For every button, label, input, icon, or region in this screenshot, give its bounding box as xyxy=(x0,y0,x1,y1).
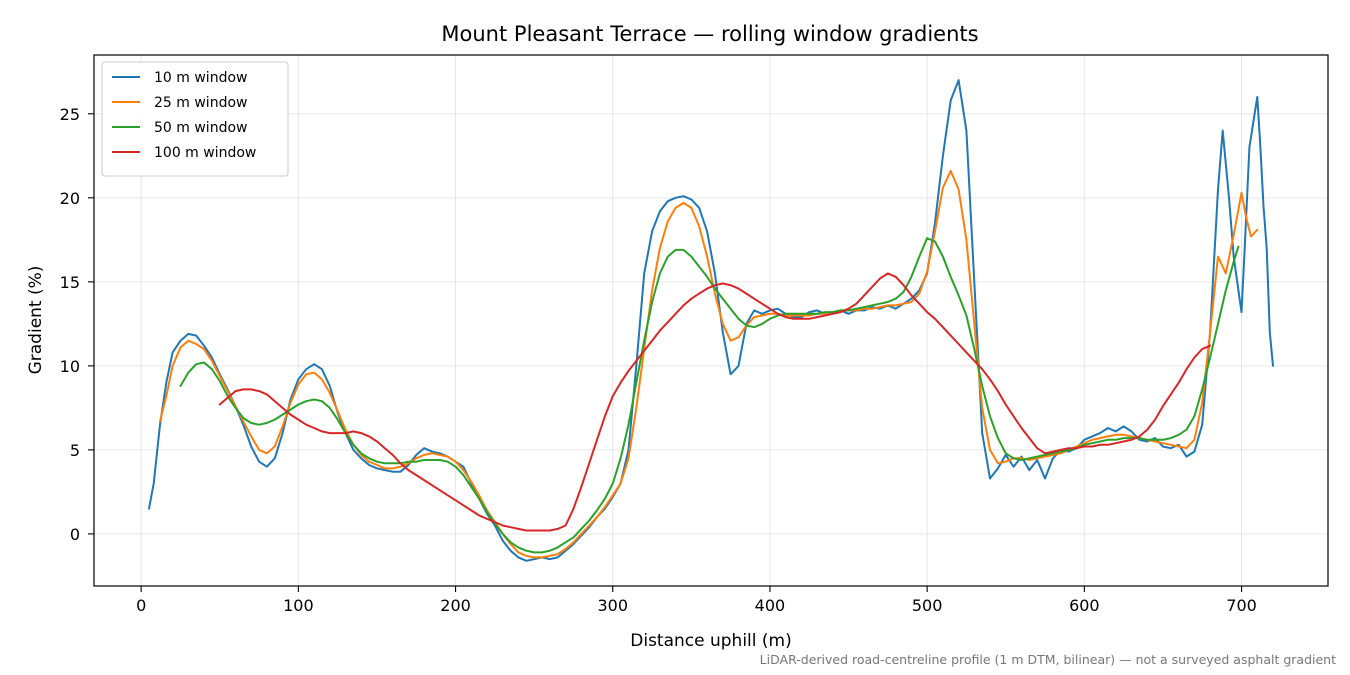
legend-label-3: 50 m window xyxy=(154,120,247,136)
y-tick-label: 15 xyxy=(60,273,80,292)
y-tick-label: 20 xyxy=(60,189,80,208)
y-tick-label: 5 xyxy=(70,441,80,460)
y-tick-label: 25 xyxy=(60,105,80,124)
legend-label-4: 100 m window xyxy=(154,145,256,161)
plot-area-frame xyxy=(93,54,1329,587)
legend-box xyxy=(101,61,289,177)
x-tick-label: 400 xyxy=(755,596,786,615)
grid xyxy=(94,55,1328,586)
series-line-2 xyxy=(159,169,1259,559)
y-tick-label: 0 xyxy=(70,525,80,544)
x-axis-label: Distance uphill (m) xyxy=(630,631,791,651)
x-tick-label: 0 xyxy=(136,596,146,615)
x-tick-label: 200 xyxy=(440,596,471,615)
series-line-4 xyxy=(218,272,1212,532)
series-lines xyxy=(148,79,1274,562)
y-axis-label: Gradient (%) xyxy=(26,266,46,375)
series-line-3 xyxy=(179,237,1240,554)
axis-ticks: 0 100 200 300 400 500 600 700 0 5 10 15 20 25 xyxy=(60,105,1257,615)
x-tick-label: 100 xyxy=(283,596,314,615)
legend-label-1: 10 m window xyxy=(154,70,247,86)
footnote: LiDAR-derived road-centreline profile (1… xyxy=(760,652,1336,667)
y-tick-label: 10 xyxy=(60,357,80,376)
x-tick-label: 500 xyxy=(912,596,943,615)
x-tick-label: 600 xyxy=(1069,596,1100,615)
x-tick-label: 300 xyxy=(597,596,628,615)
chart-title: Mount Pleasant Terrace — rolling window … xyxy=(441,22,978,46)
x-tick-label: 700 xyxy=(1226,596,1257,615)
legend-label-2: 25 m window xyxy=(154,95,247,111)
legend: 10 m window 25 m window 50 m window 100 m w… xyxy=(101,61,289,177)
